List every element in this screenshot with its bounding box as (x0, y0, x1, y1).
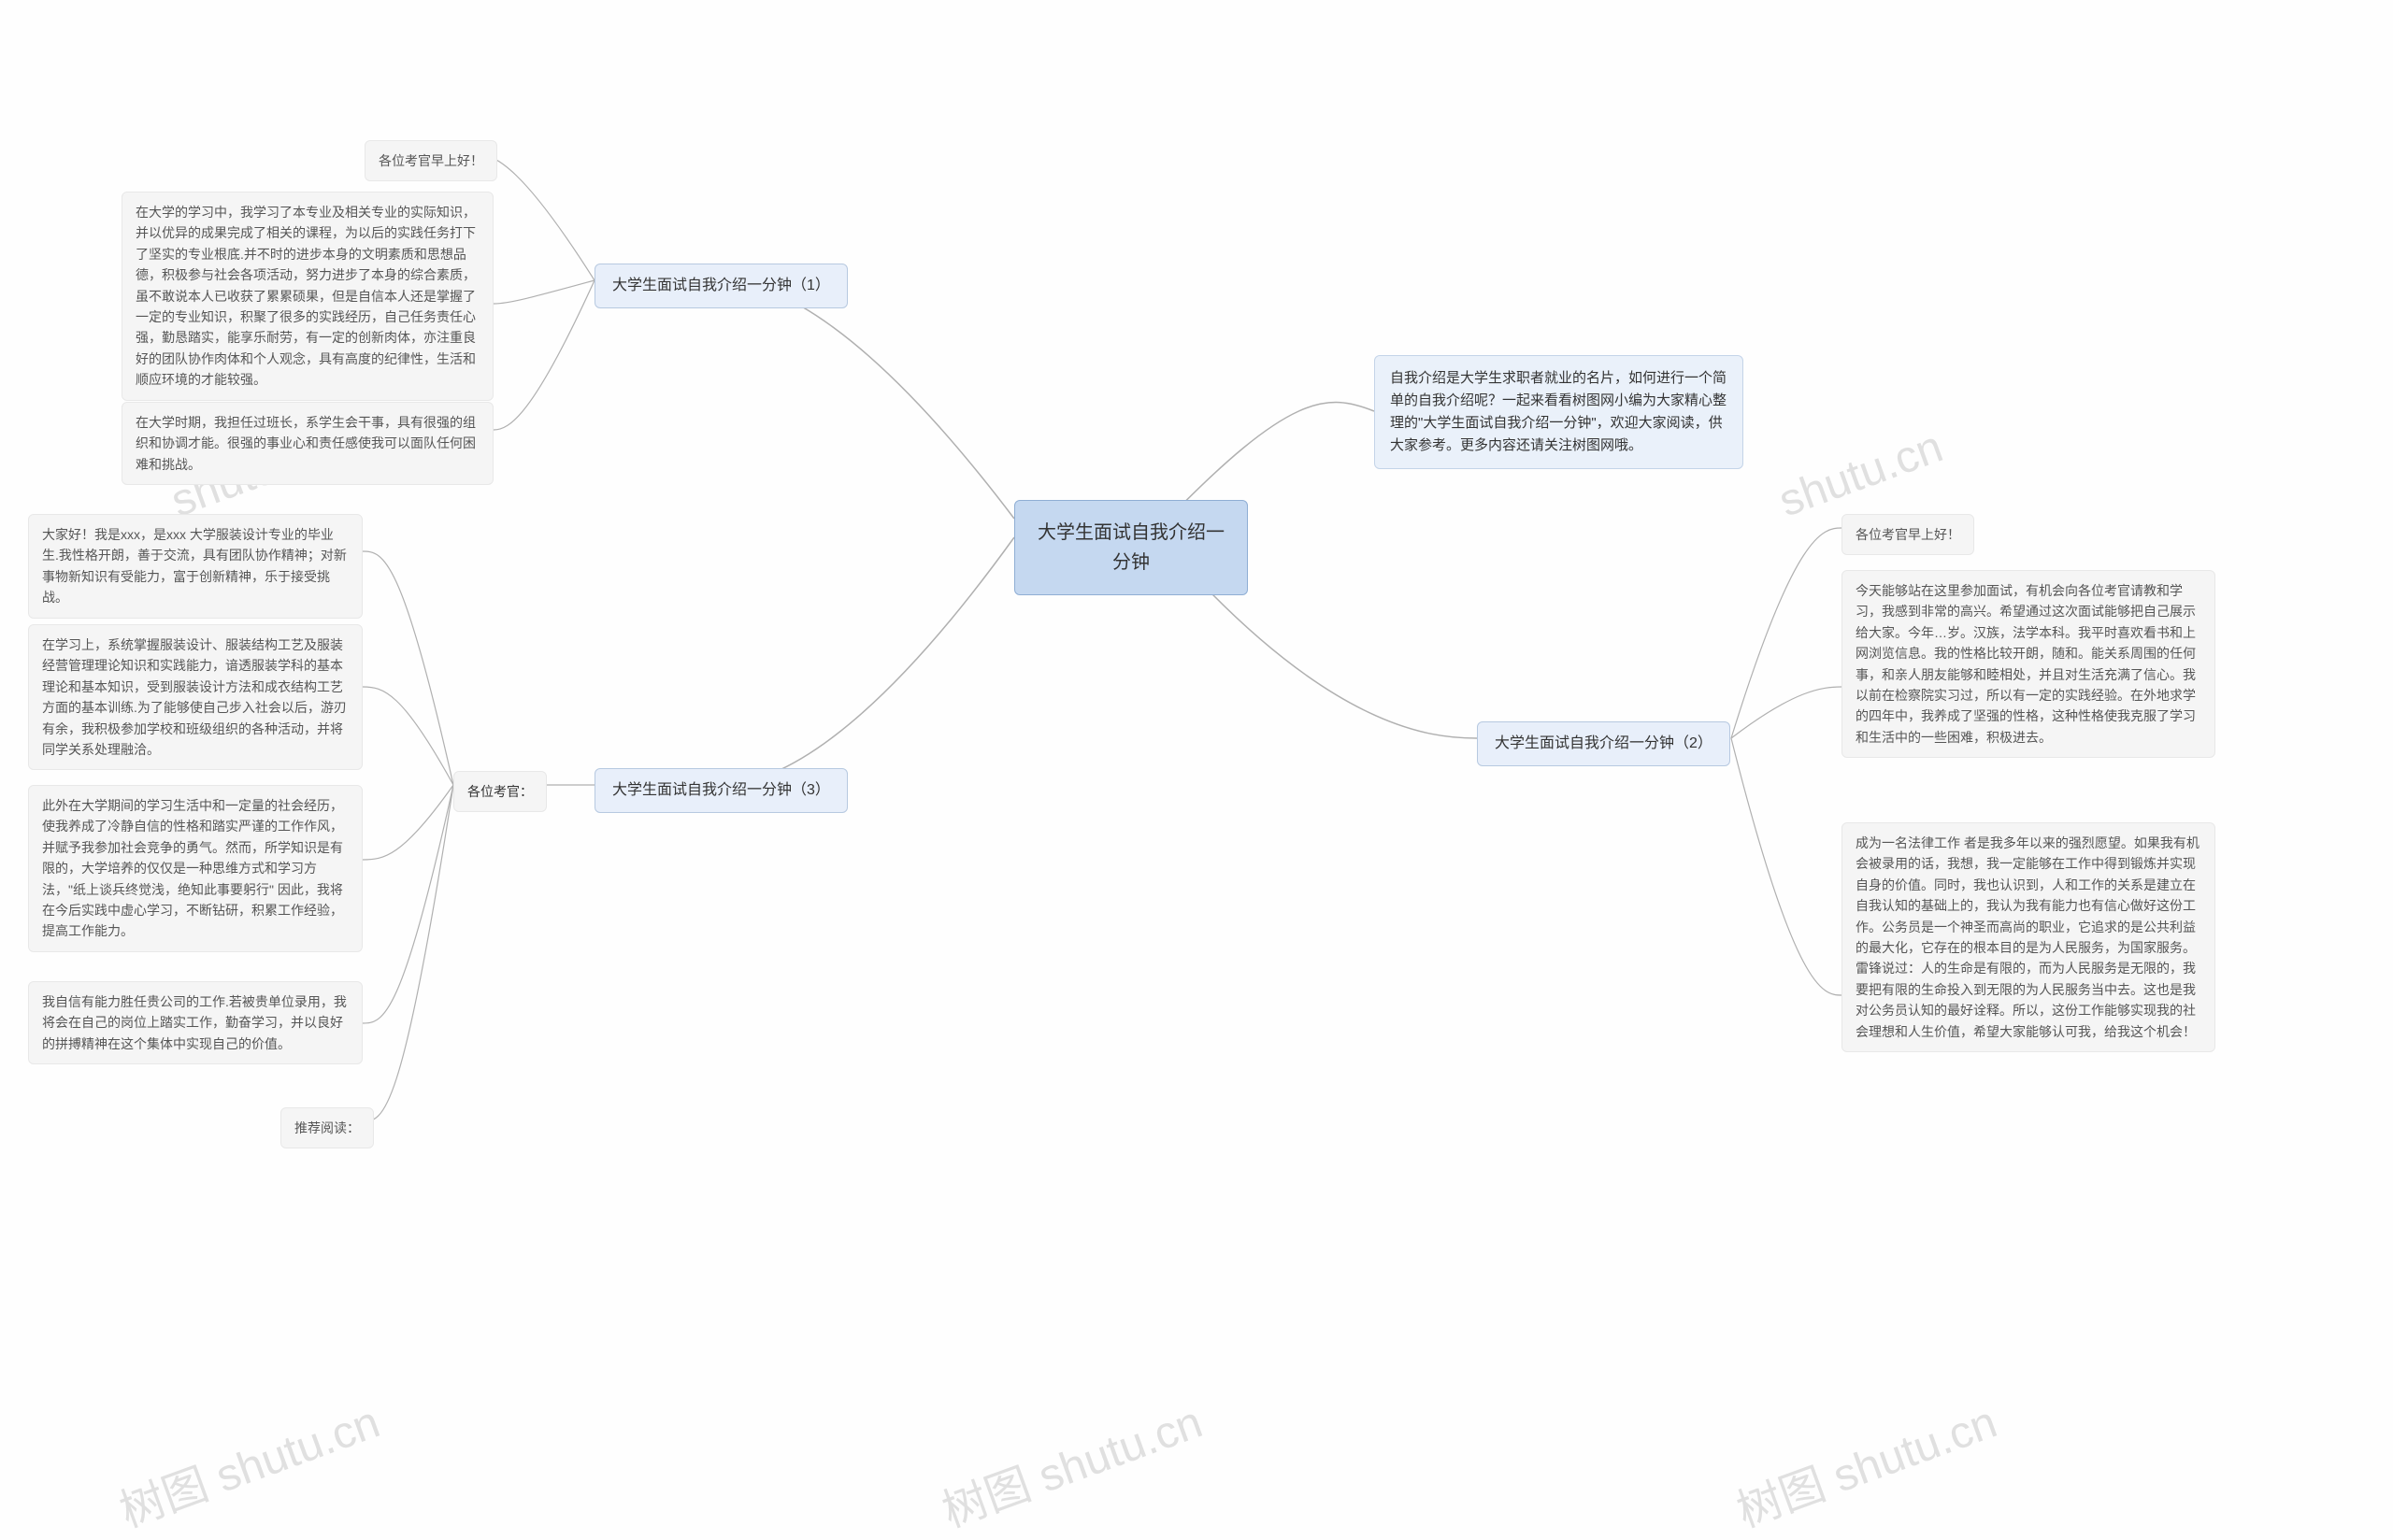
watermark: 树图 shutu.cn (932, 1385, 1210, 1539)
description-node: 自我介绍是大学生求职者就业的名片，如何进行一个简单的自我介绍呢？一起来看看树图网… (1374, 355, 1743, 469)
leaf-3-1: 大家好！我是xxx，是xxx 大学服装设计专业的毕业生.我性格开朗，善于交流，具… (28, 514, 363, 619)
root-node: 大学生面试自我介绍一分钟 (1014, 500, 1248, 595)
branch-2: 大学生面试自我介绍一分钟（2） (1477, 721, 1730, 766)
leaf-1-1: 各位考官早上好！ (365, 140, 497, 181)
leaf-3-4: 我自信有能力胜任贵公司的工作.若被贵单位录用，我将会在自己的岗位上踏实工作，勤奋… (28, 981, 363, 1064)
leaf-1-2: 在大学的学习中，我学习了本专业及相关专业的实际知识，并以优异的成果完成了相关的课… (122, 192, 494, 401)
branch-1: 大学生面试自我介绍一分钟（1） (595, 264, 848, 308)
watermark: 树图 shutu.cn (1727, 1385, 2004, 1539)
leaf-1-3: 在大学时期，我担任过班长，系学生会干事，具有很强的组织和协调才能。很强的事业心和… (122, 402, 494, 485)
leaf-2-3: 成为一名法律工作 者是我多年以来的强烈愿望。如果我有机会被录用的话，我想，我一定… (1841, 822, 2215, 1052)
branch-3-mid: 各位考官： (453, 771, 547, 812)
leaf-2-1: 各位考官早上好！ (1841, 514, 1974, 555)
branch-3: 大学生面试自我介绍一分钟（3） (595, 768, 848, 813)
leaf-3-2: 在学习上，系统掌握服装设计、服装结构工艺及服装经营管理理论知识和实践能力，谙透服… (28, 624, 363, 770)
watermark: shutu.cn (1772, 421, 1949, 528)
watermark: 树图 shutu.cn (109, 1385, 387, 1539)
leaf-3-5: 推荐阅读： (280, 1107, 374, 1148)
leaf-2-2: 今天能够站在这里参加面试，有机会向各位考官请教和学习，我感到非常的高兴。希望通过… (1841, 570, 2215, 758)
leaf-3-3: 此外在大学期间的学习生活中和一定量的社会经历，使我养成了冷静自信的性格和踏实严谨… (28, 785, 363, 952)
